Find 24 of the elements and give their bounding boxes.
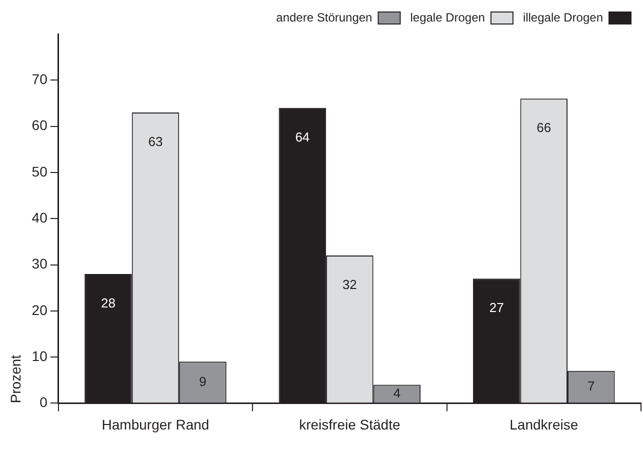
legend-label: andere Störungen [276, 10, 372, 24]
y-tick-label: 40 [32, 209, 48, 226]
data-label: 32 [342, 277, 357, 292]
y-tick-label: 0 [40, 394, 48, 410]
data-label: 63 [148, 134, 163, 150]
data-label: 66 [536, 120, 552, 136]
x-tick-label: kreisfreie Städte [299, 416, 400, 432]
data-label: 28 [100, 296, 116, 311]
data-label: 64 [295, 129, 310, 144]
y-tick-label: 50 [32, 163, 48, 180]
y-tick-label: 20 [32, 302, 48, 318]
x-tick-label: Landkreise [510, 416, 578, 432]
y-tick-label: 70 [32, 71, 48, 88]
data-label: 7 [588, 378, 595, 394]
data-label: 9 [199, 374, 206, 389]
legend-label: illegale Drogen [522, 10, 603, 24]
x-tick-label: Hamburger Rand [102, 416, 210, 432]
y-tick-label: 30 [32, 256, 48, 272]
data-label: 4 [393, 385, 401, 400]
legend-label: legale Drogen [410, 10, 485, 24]
data-label: 27 [489, 300, 504, 316]
y-axis-title: Prozent [7, 354, 24, 404]
y-tick-label: 10 [32, 348, 48, 364]
y-tick-label: 60 [32, 117, 48, 134]
